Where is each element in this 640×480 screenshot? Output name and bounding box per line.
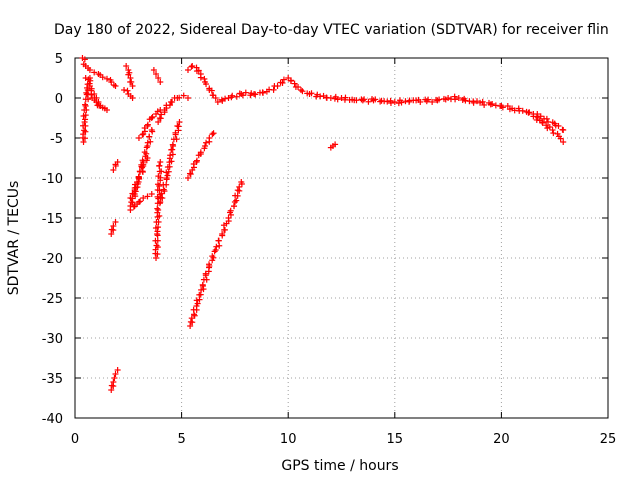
- data-point: [275, 83, 281, 89]
- data-point: [82, 102, 88, 108]
- data-points: [79, 55, 566, 393]
- data-point: [81, 127, 87, 133]
- x-tick-label: 0: [71, 432, 79, 447]
- data-point: [235, 187, 241, 193]
- data-point: [234, 94, 240, 100]
- data-point: [498, 103, 504, 109]
- data-point: [185, 67, 191, 73]
- x-tick-label: 5: [177, 432, 185, 447]
- data-point: [167, 152, 173, 158]
- data-point: [222, 227, 228, 233]
- data-point: [489, 101, 495, 107]
- data-point: [271, 87, 277, 93]
- data-point: [500, 104, 506, 110]
- data-point: [158, 168, 164, 174]
- data-point: [232, 199, 238, 205]
- data-point: [544, 116, 550, 122]
- y-tick-label: -15: [42, 212, 63, 227]
- data-point: [203, 140, 209, 146]
- y-tick-label: 5: [55, 52, 63, 67]
- data-point: [260, 90, 266, 96]
- data-point: [137, 198, 143, 204]
- data-point: [206, 135, 212, 141]
- x-tick-label: 15: [387, 432, 404, 447]
- data-point: [121, 87, 127, 93]
- data-point: [145, 122, 151, 128]
- y-tick-labels: 5 0 -5 -10 -15 -20 -25 -30 -35 -40: [42, 52, 63, 427]
- x-tick-label: 20: [493, 432, 510, 447]
- data-point: [213, 247, 219, 253]
- data-point: [156, 163, 162, 169]
- x-tick-labels: 0 5 10 15 20 25: [71, 432, 616, 447]
- x-tick-label: 10: [280, 432, 297, 447]
- data-point: [194, 297, 200, 303]
- data-point: [124, 88, 130, 94]
- y-tick-label: -30: [42, 332, 63, 347]
- data-point: [83, 75, 89, 81]
- data-point: [157, 159, 163, 165]
- data-point: [360, 97, 366, 103]
- y-tick-label: -35: [42, 372, 63, 387]
- data-point: [153, 255, 159, 261]
- data-point: [298, 87, 304, 93]
- data-point: [111, 375, 117, 381]
- data-point: [154, 206, 160, 212]
- x-axis-label: GPS time / hours: [281, 458, 398, 474]
- y-tick-label: -5: [50, 132, 63, 147]
- chart-title: Day 180 of 2022, Sidereal Day-to-day VTE…: [54, 22, 609, 38]
- data-point: [402, 98, 408, 104]
- data-point: [392, 99, 398, 105]
- data-point: [128, 79, 134, 85]
- data-point: [452, 96, 458, 102]
- y-axis-label: SDTVAR / TECUs: [6, 181, 22, 296]
- y-tick-label: 0: [55, 92, 63, 107]
- data-point: [209, 131, 215, 137]
- data-point: [146, 134, 152, 140]
- data-point: [127, 207, 133, 213]
- data-point: [231, 203, 237, 209]
- y-tick-label: -20: [42, 252, 63, 267]
- y-tick-label: -40: [42, 412, 63, 427]
- x-tick-label: 25: [600, 432, 617, 447]
- data-point: [384, 99, 390, 105]
- data-point: [194, 158, 200, 164]
- data-point: [188, 64, 194, 70]
- data-point: [140, 169, 146, 175]
- y-tick-label: -10: [42, 172, 63, 187]
- data-point: [198, 75, 204, 81]
- data-point: [550, 127, 556, 133]
- data-point: [233, 198, 239, 204]
- data-point: [188, 319, 194, 325]
- sdtvar-chart: Day 180 of 2022, Sidereal Day-to-day VTE…: [0, 0, 640, 480]
- data-point: [210, 92, 216, 98]
- data-point: [170, 142, 176, 148]
- data-point: [550, 130, 556, 136]
- data-point: [204, 277, 210, 283]
- data-point: [211, 130, 217, 136]
- data-point: [136, 135, 142, 141]
- data-point: [328, 95, 334, 101]
- data-point: [83, 103, 89, 109]
- data-point: [174, 136, 180, 142]
- y-tick-label: -25: [42, 292, 63, 307]
- data-point: [560, 127, 566, 133]
- data-point: [216, 238, 222, 244]
